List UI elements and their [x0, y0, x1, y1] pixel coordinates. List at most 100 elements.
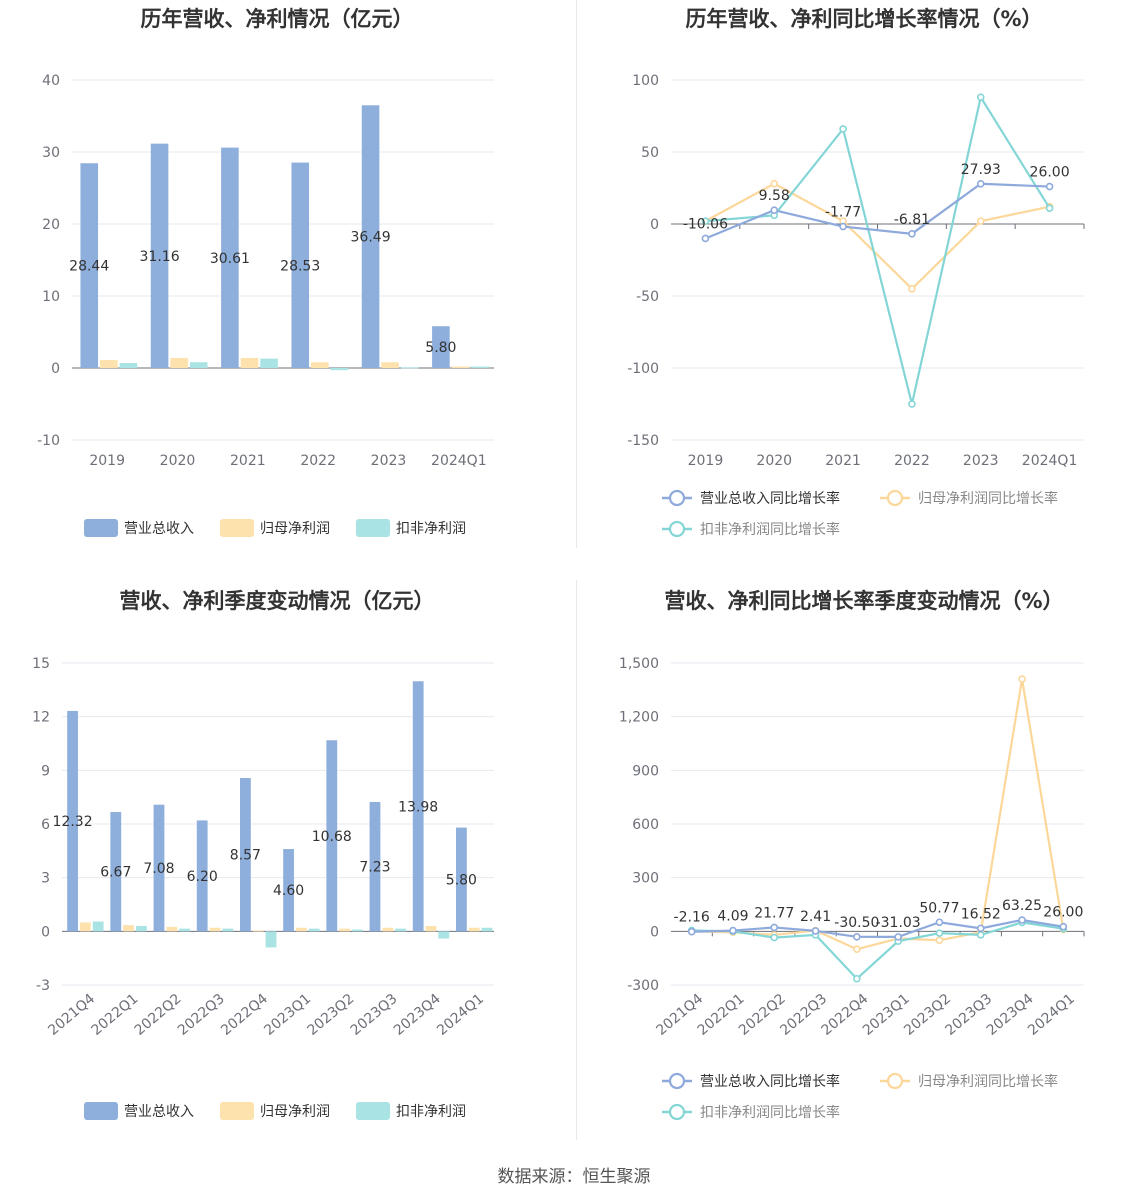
- bar-deducted-profit: [308, 928, 320, 932]
- legend-label: 归母净利润: [260, 520, 330, 537]
- y-tick-label: 3: [41, 871, 50, 887]
- y-tick-label: 0: [41, 924, 50, 940]
- growth-data-label: -10.06: [683, 216, 728, 232]
- point-revenue-growth: [894, 933, 902, 941]
- point-revenue-growth: [1059, 922, 1068, 931]
- revenue-data-label: 7.23: [359, 860, 390, 876]
- growth-data-label: 21.77: [754, 905, 794, 921]
- legend-swatch: [356, 519, 390, 537]
- bar-revenue: [80, 163, 99, 368]
- point-revenue-growth: [976, 179, 985, 188]
- legend-swatch: [356, 1102, 390, 1120]
- bar-revenue: [412, 681, 424, 932]
- bar-deducted-profit: [135, 925, 147, 932]
- bar-deducted-profit: [395, 928, 406, 932]
- bar-deducted-profit: [92, 921, 104, 932]
- bar-revenue: [153, 804, 165, 932]
- bar-revenue: [291, 162, 310, 368]
- legend-label: 归母净利润同比增长率: [918, 1073, 1058, 1090]
- y-tick-label: 10: [42, 289, 60, 305]
- x-tick-label: 2019: [688, 453, 724, 469]
- point-revenue-growth: [770, 206, 779, 215]
- point-net-profit-growth: [935, 936, 944, 945]
- chart-title: 营收、净利同比增长率季度变动情况（%）: [664, 589, 1063, 613]
- bar-revenue: [221, 147, 239, 368]
- bar-net-profit: [79, 922, 91, 932]
- point-revenue-growth: [729, 926, 737, 935]
- bar-deducted-profit: [471, 366, 489, 368]
- x-tick-label: 2024Q1: [1025, 991, 1078, 1039]
- line-revenue-growth: [704, 182, 1050, 240]
- y-tick-label: 20: [42, 217, 60, 233]
- quarterly-bar-chart: 营收、净利季度变动情况（亿元） 15 12 9 6 3 0 -3 2021Q4 2022Q1 202…: [0, 580, 574, 1150]
- x-tick-label: 2023Q3: [348, 991, 401, 1039]
- bar-net-profit: [381, 362, 399, 368]
- point-revenue-growth: [811, 927, 820, 935]
- x-tick-label: 2020: [160, 453, 196, 469]
- revenue-data-label: 36.49: [351, 230, 391, 246]
- x-tick-label: 2019: [89, 453, 125, 469]
- growth-data-label: 50.77: [919, 900, 959, 916]
- revenue-data-label: 28.53: [280, 258, 320, 274]
- point-deducted-growth: [935, 929, 944, 937]
- growth-data-label: 63.25: [1002, 898, 1042, 914]
- y-tick-label: 6: [41, 817, 50, 833]
- bar-deducted-profit: [330, 368, 349, 371]
- panel-divider-top: [576, 0, 577, 548]
- bar-revenue: [196, 820, 208, 932]
- point-revenue-growth: [1018, 916, 1026, 924]
- bar-net-profit: [451, 366, 470, 368]
- quarterly-growth-line-chart: 营收、净利同比增长率季度变动情况（%） 1,500 1,200 900 600 300 0-…: [574, 580, 1148, 1150]
- bar-net-profit: [339, 928, 350, 932]
- x-tick-label: 2024Q1: [1022, 453, 1078, 469]
- legend-label: 营业总收入: [124, 521, 194, 537]
- y-tick-label: 9: [41, 763, 50, 779]
- bar-net-profit: [240, 357, 259, 368]
- bar-revenue: [239, 778, 251, 932]
- point-net-profit-growth: [770, 179, 779, 188]
- revenue-data-label: 5.80: [425, 340, 456, 356]
- bar-revenue: [432, 326, 450, 368]
- legend-marker: [668, 489, 686, 507]
- bar-net-profit: [468, 927, 480, 932]
- point-revenue-growth: [701, 234, 710, 243]
- bar-net-profit: [166, 926, 178, 932]
- annual-growth-line-chart: 历年营收、净利同比增长率情况（%） 100 50 0 -50 -100 -150 2019 20…: [574, 0, 1148, 560]
- growth-data-label: 2.41: [800, 909, 831, 925]
- legend-swatch: [220, 1102, 254, 1120]
- x-tick-label: 2022: [894, 453, 930, 469]
- y-tick-label: 300: [632, 871, 659, 887]
- bar-deducted-profit: [260, 358, 278, 368]
- growth-data-label: 16.52: [961, 906, 1001, 922]
- annual-bar-chart: 历年营收、净利情况（亿元） 40 30 20 10 0 -10 2019 2020 2021 202…: [0, 0, 574, 560]
- revenue-data-label: 10.68: [312, 829, 352, 845]
- bar-revenue: [283, 849, 294, 932]
- point-revenue-growth: [687, 927, 696, 936]
- y-tick-label: 1,200: [619, 710, 659, 726]
- y-tick-label: 40: [42, 73, 60, 89]
- revenue-data-label: 12.32: [53, 814, 93, 830]
- bar-revenue: [67, 710, 78, 932]
- bar-net-profit: [425, 925, 437, 932]
- y-tick-label: 15: [32, 656, 50, 672]
- growth-data-label: 27.93: [961, 162, 1001, 178]
- y-tick-label: -100: [627, 361, 659, 377]
- bar-deducted-profit: [189, 362, 208, 368]
- bar-deducted-profit: [222, 928, 234, 932]
- x-tick-label: 2024Q1: [431, 453, 487, 469]
- revenue-data-label: 30.61: [210, 251, 250, 267]
- point-deducted-growth: [853, 974, 861, 983]
- bar-deducted-profit: [438, 931, 450, 939]
- point-deducted-growth: [976, 931, 985, 939]
- bar-revenue: [326, 740, 338, 932]
- x-tick-label: 2023Q2: [305, 991, 358, 1039]
- bar-revenue: [150, 143, 169, 368]
- x-tick-label: 2020: [756, 453, 792, 469]
- legend-marker: [668, 520, 686, 538]
- point-deducted-growth: [1045, 204, 1054, 212]
- point-deducted-growth: [839, 125, 847, 133]
- bar-deducted-profit: [265, 931, 277, 948]
- growth-data-label: 26.00: [1030, 165, 1070, 181]
- y-tick-label: 1,500: [619, 656, 659, 672]
- legend-swatch: [84, 519, 118, 537]
